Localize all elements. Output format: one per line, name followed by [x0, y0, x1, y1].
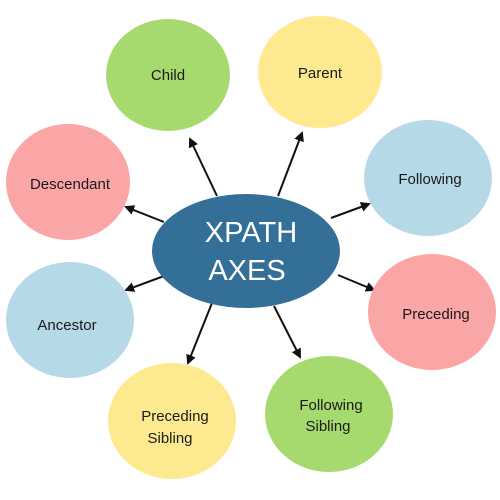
node-preceding-label: Preceding: [402, 306, 470, 323]
node-following-sibling-label-line1: Following: [299, 397, 362, 414]
node-following-sibling: Following Sibling: [265, 356, 393, 472]
svg-text:Following: Following: [299, 397, 362, 414]
svg-text:Ancestor: Ancestor: [37, 317, 96, 334]
arrow-to-preceding: [337, 274, 376, 292]
svg-text:XPATH: XPATH: [205, 217, 297, 249]
svg-text:Preceding: Preceding: [141, 408, 209, 425]
arrow-to-following: [330, 202, 371, 219]
node-preceding-sibling: Preceding Sibling: [108, 363, 236, 479]
svg-text:Preceding: Preceding: [402, 306, 470, 323]
svg-text:Following: Following: [398, 171, 461, 188]
node-following-sibling-label-line2: Sibling: [305, 418, 350, 435]
node-following: Following: [364, 120, 492, 236]
svg-text:Sibling: Sibling: [147, 430, 192, 447]
node-descendant: Descendant: [6, 124, 130, 240]
svg-text:Descendant: Descendant: [30, 176, 111, 193]
arrow-to-parent: [277, 131, 304, 197]
arrows-layer: [124, 131, 376, 365]
node-child-label: Child: [151, 67, 185, 84]
arrow-to-preceding-sibling: [186, 302, 213, 365]
svg-text:AXES: AXES: [208, 255, 285, 287]
node-ancestor: Ancestor: [6, 262, 134, 378]
node-preceding-sibling-label-line2: Sibling: [147, 430, 192, 447]
svg-text:Child: Child: [151, 67, 185, 84]
node-descendant-label: Descendant: [30, 176, 111, 193]
svg-text:Sibling: Sibling: [305, 418, 350, 435]
arrow-to-ancestor: [124, 275, 165, 292]
node-parent-label: Parent: [298, 65, 343, 82]
arrow-to-following-sibling: [273, 305, 301, 359]
arrow-to-descendant: [124, 205, 165, 223]
node-following-label: Following: [398, 171, 461, 188]
node-ancestor-label: Ancestor: [37, 317, 96, 334]
node-preceding: Preceding: [368, 254, 496, 370]
svg-text:Parent: Parent: [298, 65, 343, 82]
center-node: XPATH AXES: [152, 194, 340, 308]
node-parent: Parent: [258, 16, 382, 128]
arrow-to-child: [188, 137, 218, 197]
node-preceding-sibling-label-line1: Preceding: [141, 408, 209, 425]
node-child: Child: [106, 19, 230, 131]
center-title-line1: XPATH: [205, 217, 297, 249]
center-title-line2: AXES: [208, 255, 285, 287]
